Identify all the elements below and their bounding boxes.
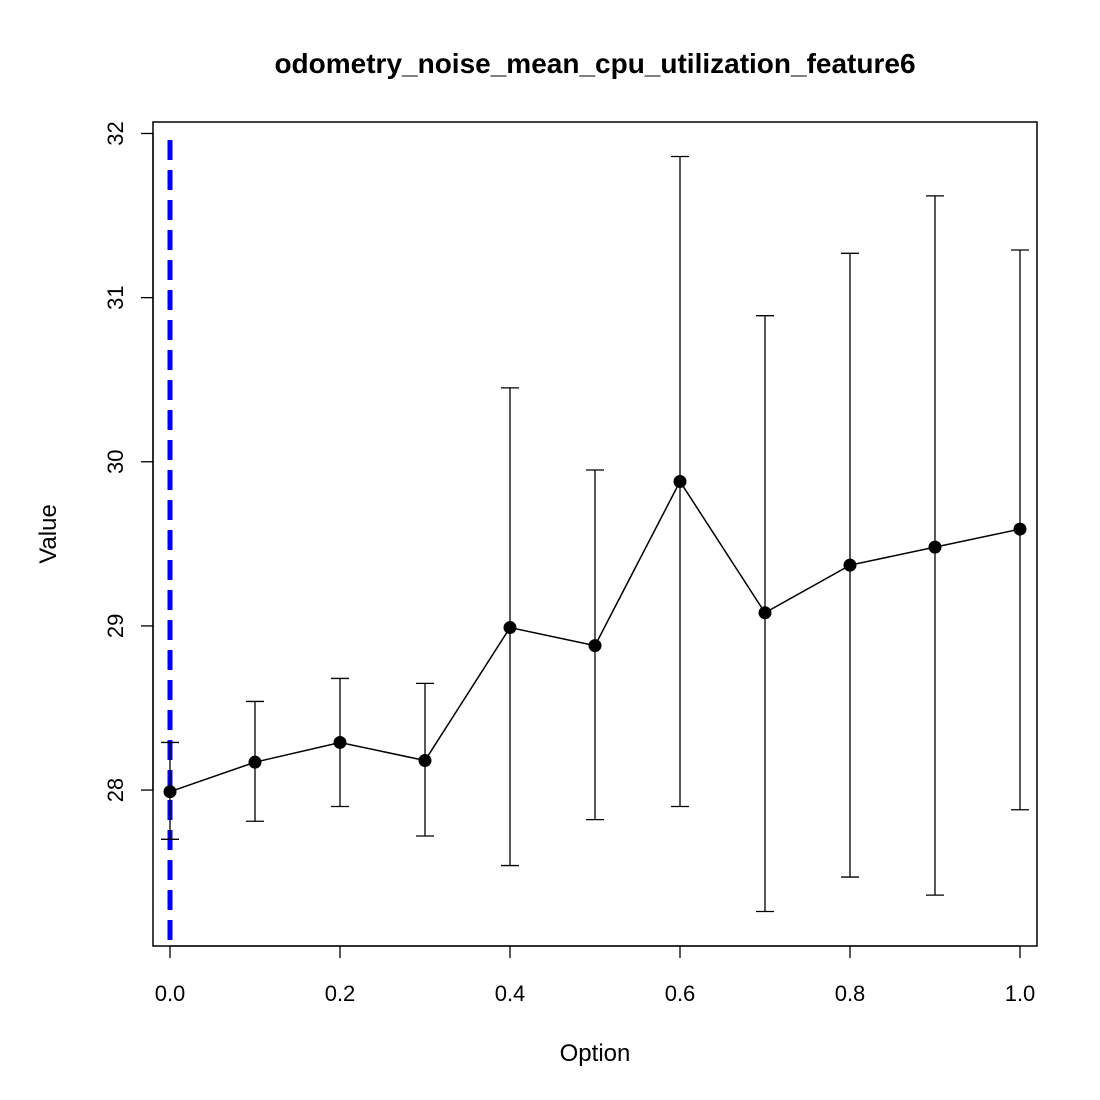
- x-tick-label: 0.6: [665, 981, 696, 1006]
- y-axis-label: Value: [35, 504, 62, 564]
- data-point: [248, 755, 262, 769]
- data-point: [333, 735, 347, 749]
- data-point: [1013, 522, 1027, 536]
- data-point: [928, 540, 942, 554]
- data-point: [758, 606, 772, 620]
- x-tick-label: 0.4: [495, 981, 526, 1006]
- x-tick-label: 0.8: [835, 981, 866, 1006]
- y-tick-label: 30: [103, 450, 128, 474]
- error-bars-layer: [161, 155, 1029, 913]
- y-tick-label: 31: [103, 285, 128, 309]
- data-point: [673, 474, 687, 488]
- data-point: [418, 754, 432, 768]
- x-axis: 0.0 0.2 0.4 0.6 0.8 1.0: [155, 945, 1036, 1006]
- x-tick-label: 0.2: [325, 981, 356, 1006]
- x-axis-label: Option: [560, 1040, 631, 1067]
- y-tick-label: 29: [103, 614, 128, 638]
- y-axis: 28 29 30 31 32: [103, 121, 154, 802]
- y-tick-label: 32: [103, 121, 128, 145]
- data-point: [163, 785, 177, 799]
- y-tick-label: 28: [103, 778, 128, 802]
- data-point: [843, 558, 857, 572]
- chart-title: odometry_noise_mean_cpu_utilization_feat…: [274, 48, 915, 79]
- data-points-layer: [163, 474, 1027, 799]
- data-point: [503, 621, 517, 635]
- x-tick-label: 1.0: [1005, 981, 1036, 1006]
- data-point: [588, 639, 602, 653]
- x-tick-label: 0.0: [155, 981, 186, 1006]
